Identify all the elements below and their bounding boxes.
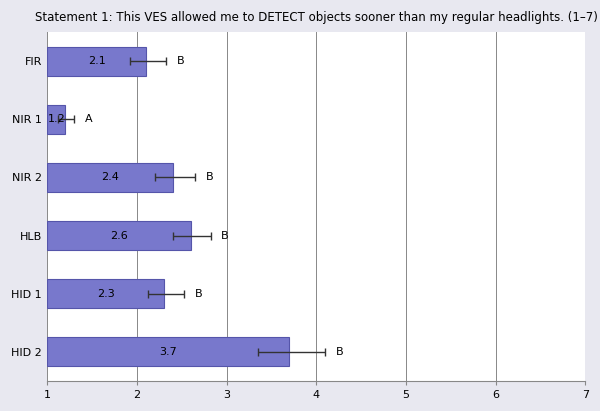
Text: 1.2: 1.2 [47,114,65,125]
Text: B: B [221,231,229,240]
Bar [47,163,173,192]
Bar [47,279,164,308]
Text: B: B [194,289,202,299]
Text: A: A [85,114,92,125]
Bar [47,47,146,76]
Title: Statement 1: This VES allowed me to DETECT objects sooner than my regular headli: Statement 1: This VES allowed me to DETE… [35,11,598,24]
Text: 2.4: 2.4 [101,173,119,182]
Bar [47,221,191,250]
Text: 2.1: 2.1 [88,56,106,66]
Text: 2.6: 2.6 [110,231,128,240]
Bar [47,337,289,366]
Text: B: B [336,347,344,357]
Text: 2.3: 2.3 [97,289,115,299]
Bar [47,105,65,134]
Text: 3.7: 3.7 [160,347,178,357]
Text: B: B [206,173,214,182]
Text: B: B [176,56,184,66]
